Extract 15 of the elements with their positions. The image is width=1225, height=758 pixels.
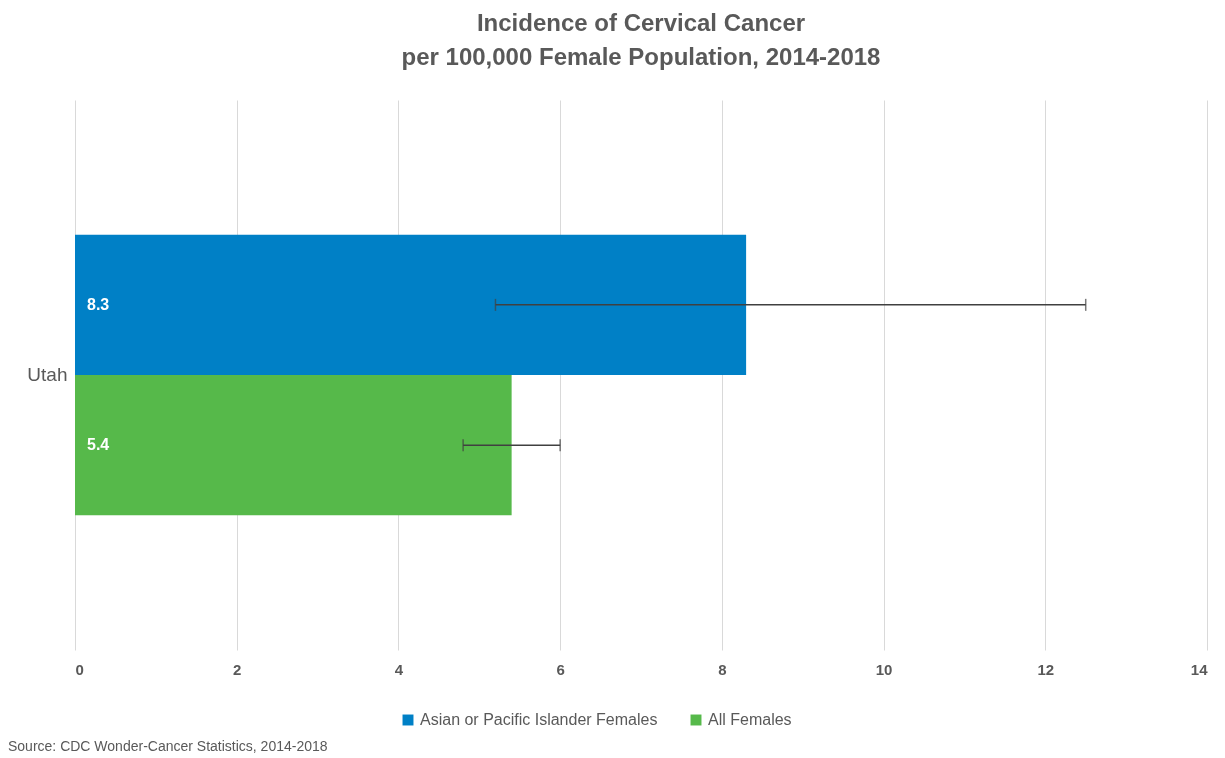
legend-label: Asian or Pacific Islander Females <box>420 711 658 728</box>
x-tick-label: 10 <box>875 660 893 678</box>
x-tick-label: 2 <box>233 660 242 678</box>
data-label: 8.3 <box>87 295 110 313</box>
x-tick-label: 0 <box>75 660 84 678</box>
x-tick-label: 8 <box>718 660 727 678</box>
x-tick-label: 4 <box>394 660 404 678</box>
x-tick-label: 14 <box>1190 660 1209 678</box>
y-tick-label: Utah <box>27 364 68 385</box>
x-tick-label: 12 <box>1037 660 1055 678</box>
x-tick-label: 6 <box>556 660 565 678</box>
chart-title: Incidence of Cervical Cancer per 100,000 Female Population, 2014-2018 <box>401 9 881 70</box>
source-note: Source: CDC Wonder-Cancer Statistics, 2014-2018 <box>8 738 328 754</box>
data-label: 5.4 <box>87 436 110 454</box>
legend-label: All Females <box>708 711 792 728</box>
